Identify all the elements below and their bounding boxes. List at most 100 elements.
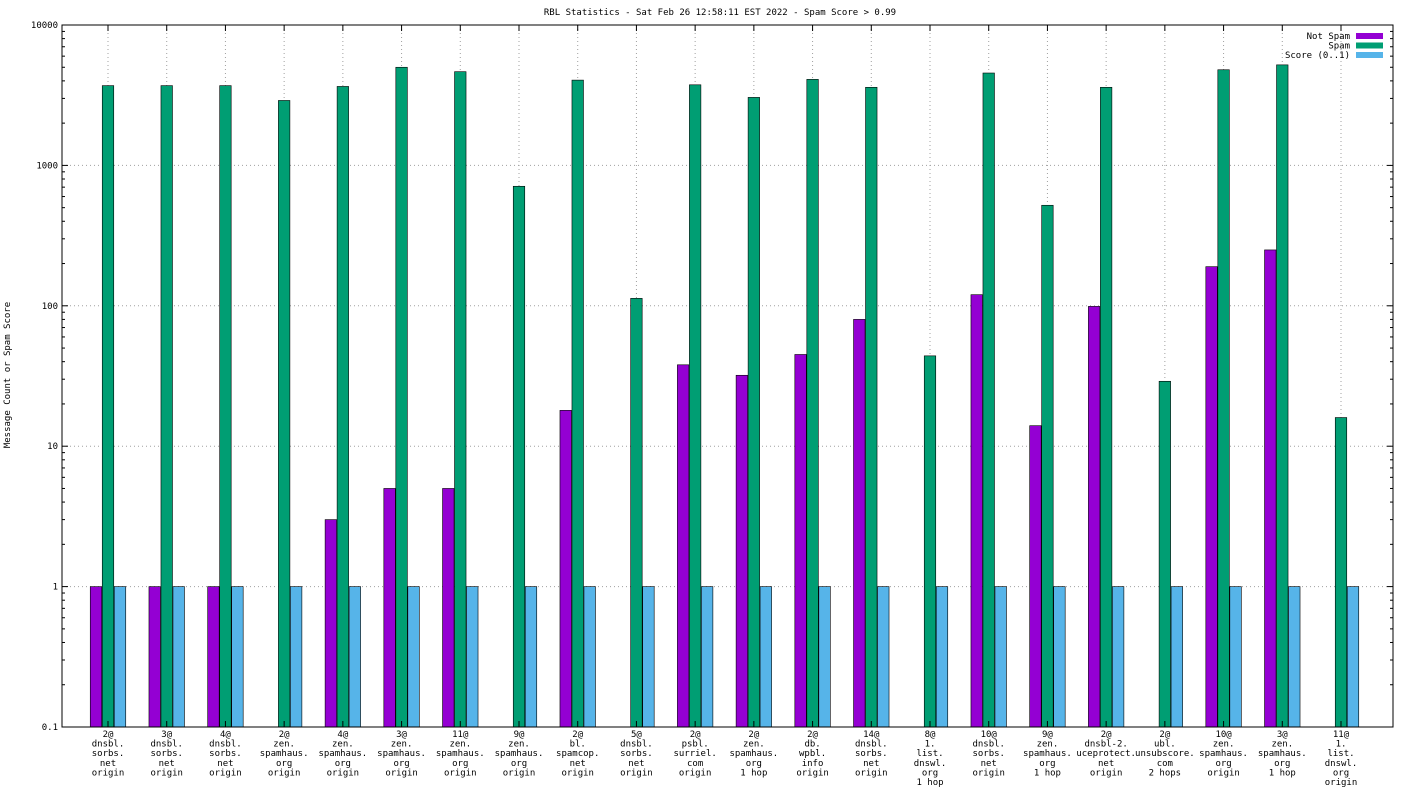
bar-score-0-1 bbox=[994, 586, 1007, 728]
x-tick-label-line: 1 hop bbox=[740, 768, 767, 778]
bar-score-0-1 bbox=[642, 586, 655, 728]
y-axis-label: Message Count or Spam Score bbox=[3, 302, 13, 448]
x-tick-label: 2@ zen. spamhaus. org 1 hop bbox=[729, 730, 778, 778]
x-tick-label-line: origin bbox=[855, 768, 888, 778]
bar-spam bbox=[1276, 64, 1289, 728]
bar-spam bbox=[278, 100, 291, 728]
x-tick-label-line: 2@ bbox=[1159, 730, 1170, 740]
x-tick-label-line: origin bbox=[209, 768, 242, 778]
x-tick-label: 9@ zen. spamhaus. org origin bbox=[495, 730, 544, 778]
x-tick-label-line: zen. bbox=[743, 740, 765, 750]
bar-spam bbox=[923, 355, 937, 728]
plot-frame bbox=[61, 24, 1394, 728]
x-tick-label-line: list. bbox=[916, 749, 943, 759]
x-tick-label-line: 1 hop bbox=[916, 778, 943, 788]
x-tick-label-line: 4@ bbox=[220, 730, 231, 740]
x-tick-label-line: 9@ bbox=[1042, 730, 1053, 740]
x-tick-label-line: net bbox=[100, 759, 116, 769]
x-tick-label-line: sorbs. bbox=[209, 749, 242, 759]
x-tick-label: 3@ dnsbl. sorbs. net origin bbox=[150, 730, 183, 778]
x-tick-label-line: bl. bbox=[570, 740, 586, 750]
x-tick-label-line: origin bbox=[385, 768, 418, 778]
x-tick-label-line: spamhaus. bbox=[1199, 749, 1248, 759]
bar-score-0-1 bbox=[466, 586, 479, 728]
x-tick-label: 2@ dnsbl. sorbs. net origin bbox=[92, 730, 125, 778]
bar-spam bbox=[689, 84, 702, 728]
bar-score-0-1 bbox=[231, 586, 244, 728]
x-tick-label-line: zen. bbox=[332, 740, 354, 750]
bar-score-0-1 bbox=[818, 586, 831, 728]
x-tick-label-line: dnsbl. bbox=[620, 740, 653, 750]
x-tick-label-line: zen. bbox=[391, 740, 413, 750]
y-tick-label: 100 bbox=[42, 302, 58, 312]
x-tick-label-line: spamhaus. bbox=[436, 749, 485, 759]
x-tick-label-line: dnsbl. bbox=[92, 740, 125, 750]
x-tick-label-line: origin bbox=[972, 768, 1005, 778]
x-tick-label: 14@ dnsbl. sorbs. net origin bbox=[855, 730, 888, 778]
x-tick-label-line: list. bbox=[1327, 749, 1354, 759]
x-tick-label-line: 1 hop bbox=[1269, 768, 1296, 778]
legend-swatch bbox=[1356, 33, 1383, 39]
bar-score-0-1 bbox=[1112, 586, 1125, 728]
bar-score-0-1 bbox=[759, 586, 772, 728]
x-tick-label-line: dnsbl-2. bbox=[1084, 740, 1127, 750]
x-tick-label-line: 2@ bbox=[748, 730, 759, 740]
x-tick-label-line: 9@ bbox=[514, 730, 525, 740]
bar-spam bbox=[454, 71, 467, 728]
x-tick-label-line: 3@ bbox=[161, 730, 172, 740]
x-tick-label-line: net bbox=[570, 759, 586, 769]
x-tick-label-line: dnswl. bbox=[1325, 759, 1358, 769]
x-tick-label-line: origin bbox=[561, 768, 594, 778]
x-tick-label-line: origin bbox=[327, 768, 360, 778]
y-tick-label: 0.1 bbox=[42, 723, 58, 733]
bar-score-0-1 bbox=[935, 586, 949, 728]
x-tick-label-line: ubl. bbox=[1154, 740, 1176, 750]
bar-score-0-1 bbox=[1053, 586, 1066, 728]
x-tick-label-line: spamhaus. bbox=[377, 749, 426, 759]
bar-not-spam bbox=[1088, 306, 1101, 728]
bar-score-0-1 bbox=[1346, 586, 1360, 728]
x-tick-label-line: zen. bbox=[1037, 740, 1059, 750]
bar-not-spam bbox=[1205, 266, 1218, 728]
x-tick-label-line: dnsbl. bbox=[209, 740, 242, 750]
x-tick-label: 10@ zen. spamhaus. org origin bbox=[1199, 730, 1248, 778]
bar-not-spam bbox=[324, 519, 337, 728]
bar-spam bbox=[982, 72, 995, 728]
x-tick-label-line: zen. bbox=[1213, 740, 1235, 750]
x-tick-label-line: net bbox=[628, 759, 644, 769]
x-tick-label-line: sorbs. bbox=[855, 749, 888, 759]
x-tick-label-line: sorbs. bbox=[620, 749, 653, 759]
legend-label: Spam bbox=[1328, 42, 1350, 52]
x-tick-label-line: 4@ bbox=[337, 730, 348, 740]
x-tick-label-line: 2@ bbox=[279, 730, 290, 740]
bar-not-spam bbox=[89, 586, 103, 728]
legend-label: Not Spam bbox=[1307, 32, 1350, 42]
bar-score-0-1 bbox=[113, 586, 127, 728]
x-tick-label-line: org bbox=[1215, 759, 1231, 769]
x-tick-label-line: dnswl. bbox=[914, 759, 947, 769]
legend-swatch bbox=[1356, 52, 1383, 58]
bar-score-0-1 bbox=[290, 586, 303, 728]
x-tick-label-line: org bbox=[393, 759, 409, 769]
x-tick-label-line: psbl. bbox=[682, 740, 709, 750]
bar-not-spam bbox=[207, 586, 220, 728]
bar-spam bbox=[512, 185, 526, 728]
bar-not-spam bbox=[559, 410, 572, 728]
bar-score-0-1 bbox=[348, 586, 361, 728]
bar-spam bbox=[395, 66, 408, 728]
x-tick-label-line: wpbl. bbox=[799, 749, 826, 759]
x-tick-label: 2@ bl. spamcop. net origin bbox=[556, 730, 599, 778]
bar-score-0-1 bbox=[1170, 586, 1183, 728]
x-tick-label-line: 2@ bbox=[1101, 730, 1112, 740]
bar-not-spam bbox=[794, 354, 807, 728]
x-tick-label-line: 1 hop bbox=[1034, 768, 1061, 778]
x-tick-label-line: 1. bbox=[1336, 740, 1347, 750]
x-tick-label-line: origin bbox=[150, 768, 183, 778]
x-tick-label-line: origin bbox=[679, 768, 712, 778]
bar-not-spam bbox=[383, 488, 396, 728]
x-tick-label-line: 1. bbox=[925, 740, 936, 750]
x-tick-label-line: surriel. bbox=[673, 749, 716, 759]
x-tick-label-line: origin bbox=[1090, 768, 1123, 778]
x-tick-label-line: zen. bbox=[449, 740, 471, 750]
x-tick-label-line: net bbox=[217, 759, 233, 769]
